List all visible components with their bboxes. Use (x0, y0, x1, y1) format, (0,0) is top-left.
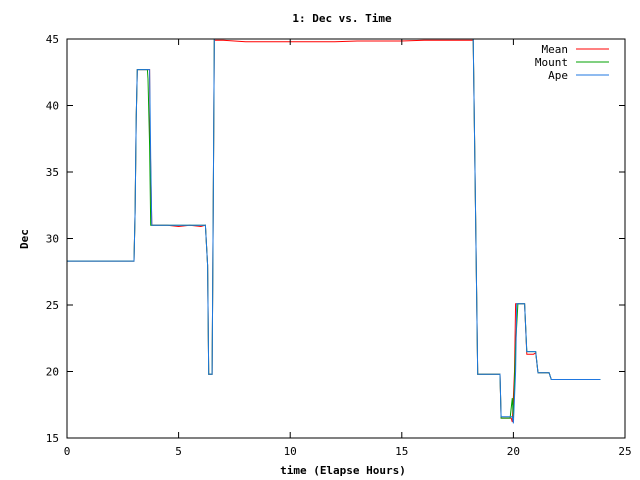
x-tick-label: 10 (284, 445, 297, 458)
y-tick-label: 30 (46, 233, 59, 246)
x-tick-label: 25 (618, 445, 631, 458)
x-tick-label: 5 (175, 445, 182, 458)
x-tick-label: 0 (64, 445, 71, 458)
y-axis: 15 20 25 30 35 40 45 (46, 33, 625, 445)
legend-label-mount: Mount (535, 56, 568, 69)
y-tick-label: 40 (46, 100, 59, 113)
y-tick-label: 45 (46, 33, 59, 46)
x-axis-label: time (Elapse Hours) (280, 464, 406, 477)
series-line-mount (67, 38, 601, 419)
y-tick-label: 35 (46, 166, 59, 179)
y-tick-label: 25 (46, 299, 59, 312)
legend-label-ape: Ape (548, 69, 568, 82)
y-tick-label: 20 (46, 366, 59, 379)
x-axis: 0 5 10 15 20 25 (64, 39, 632, 458)
y-tick-label: 15 (46, 432, 59, 445)
x-tick-label: 20 (507, 445, 520, 458)
series-line-mean (67, 39, 601, 423)
legend-label-mean: Mean (542, 43, 569, 56)
y-axis-label: Dec (18, 229, 31, 249)
series-line-ape (67, 38, 601, 424)
chart-title: 1: Dec vs. Time (292, 12, 392, 25)
series-layer (67, 38, 601, 424)
x-tick-label: 15 (395, 445, 408, 458)
plot-area-border (66, 38, 626, 439)
